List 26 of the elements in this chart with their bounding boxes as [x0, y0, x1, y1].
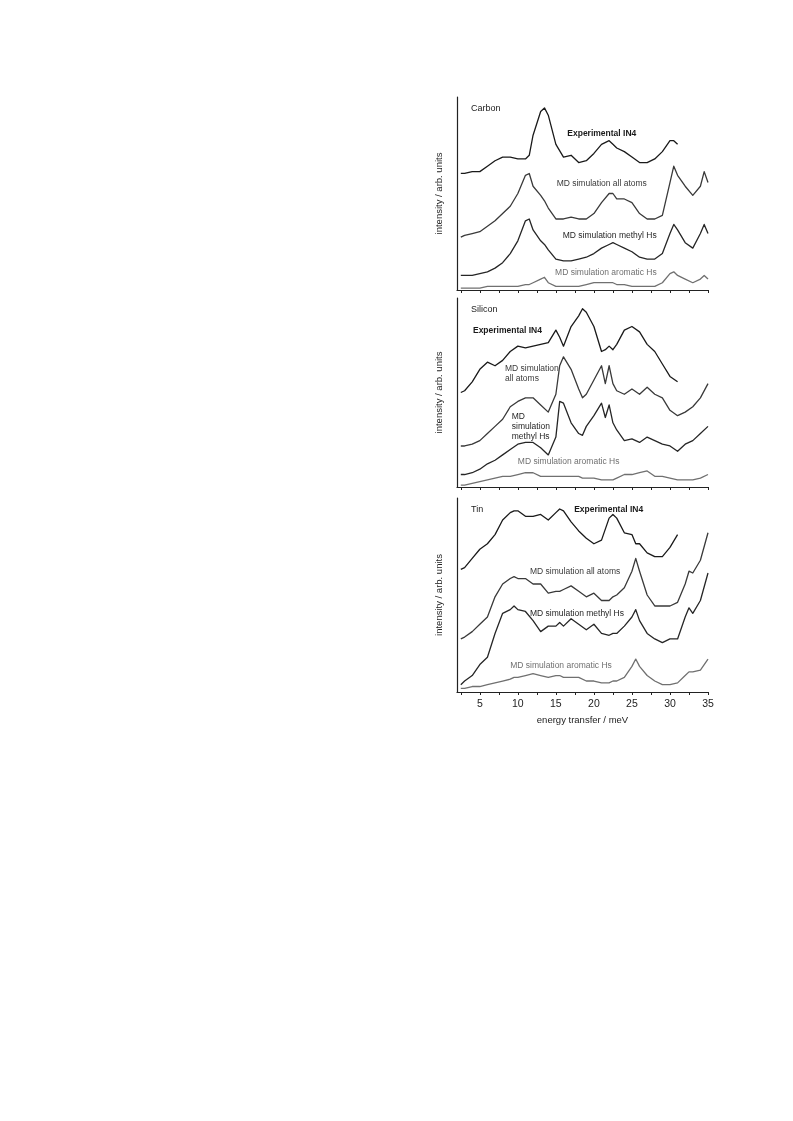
series-label: Experimental IN4	[472, 325, 543, 336]
x-tick-label: 30	[664, 696, 676, 709]
series-label: MD simulation all atoms	[504, 362, 562, 383]
series-label: MD simulation methyl Hs	[511, 411, 553, 442]
series-label: MD simulation aromatic Hs	[517, 456, 620, 467]
chart-title: Silicon	[471, 303, 498, 314]
x-tick-label: 25	[626, 696, 638, 709]
x-tick-label: 5	[476, 696, 483, 709]
x-tick-label: 15	[550, 696, 562, 709]
series-label: Experimental IN4	[567, 128, 637, 139]
chart-title: Carbon	[471, 102, 501, 113]
y-axis-title: intensity / arb. units	[432, 152, 444, 235]
series-label: Experimental IN4	[574, 503, 644, 514]
y-axis-title: intensity / arb. units	[432, 351, 444, 434]
x-tick-label: 10	[512, 696, 524, 709]
x-tick-label: 20	[588, 696, 600, 709]
series-label: MD simulation all atoms	[556, 177, 647, 188]
series-label: MD simulation aromatic Hs	[510, 659, 612, 670]
x-tick-label: 35	[702, 696, 714, 709]
series-label: MD simulation aromatic Hs	[555, 266, 657, 277]
y-axis-title: intensity / arb. units	[432, 553, 444, 636]
x-axis-title: energy transfer / meV	[536, 713, 629, 725]
chart-title: Tin	[471, 503, 484, 514]
series-label: MD simulation all atoms	[530, 566, 621, 577]
series-label: MD simulation methyl Hs	[562, 230, 657, 241]
series-label: MD simulation methyl Hs	[530, 608, 625, 619]
